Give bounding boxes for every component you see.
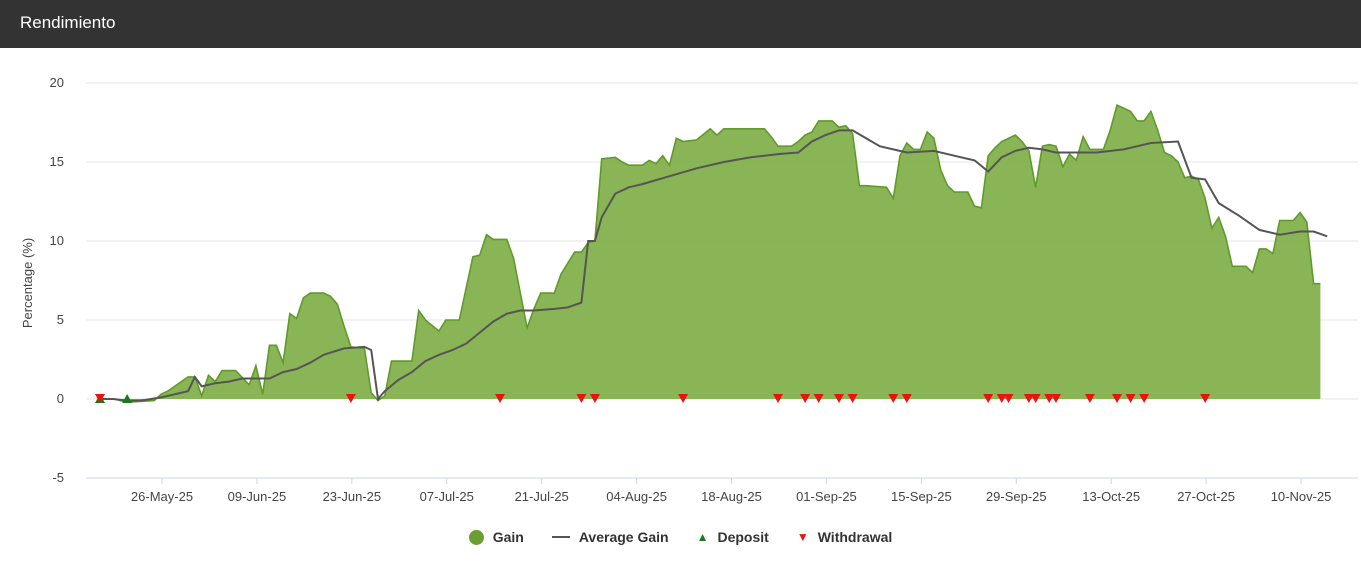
legend-item-average-gain[interactable]: Average Gain — [551, 529, 669, 545]
panel-header: Rendimiento — [0, 0, 1361, 48]
withdrawal-marker[interactable] — [813, 394, 824, 403]
withdrawal-marker[interactable] — [95, 394, 105, 403]
withdrawal-marker[interactable] — [1050, 394, 1061, 403]
performance-chart: -5 0 5 10 15 20 26-May-25 09-Jun-25 23-Jun-25 07-… — [20, 75, 1358, 504]
x-tick-label: 23-Jun-25 — [323, 489, 382, 504]
legend-item-deposit[interactable]: ▲ Deposit — [697, 529, 769, 545]
withdrawal-marker[interactable] — [834, 394, 845, 403]
legend-item-gain[interactable]: Gain — [468, 529, 524, 545]
x-tick-label: 09-Jun-25 — [228, 489, 287, 504]
withdrawal-marker[interactable] — [576, 394, 587, 403]
triangle-up-icon: ▲ — [696, 530, 709, 544]
legend-label-withdrawal: Withdrawal — [817, 529, 893, 545]
y-axis-title: Percentage (%) — [20, 238, 35, 328]
withdrawal-marker[interactable] — [1044, 394, 1055, 403]
x-tick-label: 29-Sep-25 — [986, 489, 1047, 504]
withdrawal-marker[interactable] — [773, 394, 783, 403]
withdrawal-marker[interactable] — [888, 394, 899, 403]
y-tick-label: 15 — [50, 154, 64, 169]
average-line-icon — [551, 536, 570, 538]
average-gain-line[interactable] — [100, 129, 1328, 402]
x-tick-label: 15-Sep-25 — [891, 489, 952, 504]
gain-dot-icon — [468, 529, 484, 545]
withdrawal-marker[interactable] — [1084, 394, 1095, 403]
triangle-down-icon: ▼ — [796, 530, 809, 544]
x-tick-label: 04-Aug-25 — [606, 489, 667, 504]
x-tick-label: 07-Jul-25 — [420, 489, 474, 504]
withdrawal-marker[interactable] — [1112, 394, 1122, 403]
withdrawal-marker[interactable] — [996, 394, 1007, 403]
gain-area[interactable] — [100, 105, 1321, 403]
x-tick-label: 27-Oct-25 — [1177, 489, 1235, 504]
withdrawal-marker[interactable] — [800, 394, 811, 403]
x-tick-label: 13-Oct-25 — [1082, 489, 1140, 504]
withdrawal-marker[interactable] — [345, 394, 356, 403]
withdrawal-marker[interactable] — [1023, 394, 1034, 403]
panel-title: Rendimiento — [20, 13, 116, 32]
withdrawal-marker[interactable] — [678, 394, 689, 403]
y-tick-label: 20 — [50, 75, 64, 90]
x-tick-label: 26-May-25 — [131, 489, 193, 504]
chart-legend: Gain Average Gain ▲ Deposit ▼ Withdrawal — [0, 526, 1361, 548]
withdrawal-marker[interactable] — [495, 394, 506, 403]
withdrawal-marker[interactable] — [1125, 394, 1136, 403]
x-tick-label: 18-Aug-25 — [701, 489, 762, 504]
y-tick-label: -5 — [52, 470, 64, 485]
axes: -5 0 5 10 15 20 26-May-25 09-Jun-25 23-Jun-25 07-… — [50, 75, 1358, 504]
legend-label-average-gain: Average Gain — [578, 529, 669, 545]
y-tick-label: 5 — [57, 312, 64, 327]
withdrawal-marker[interactable] — [1030, 394, 1041, 403]
gain-line[interactable] — [100, 103, 1321, 404]
withdrawal-marker[interactable] — [983, 394, 994, 403]
withdrawal-marker[interactable] — [1003, 394, 1014, 403]
x-tick-label: 21-Jul-25 — [515, 489, 569, 504]
deposit-marker[interactable] — [122, 394, 133, 403]
legend-label-gain: Gain — [492, 529, 524, 545]
transaction-markers — [95, 394, 1211, 403]
withdrawal-marker[interactable] — [1139, 394, 1150, 403]
withdrawal-marker[interactable] — [1200, 394, 1211, 403]
average-gain-series[interactable] — [100, 129, 1328, 402]
x-tick-label: 10-Nov-25 — [1271, 489, 1332, 504]
withdrawal-marker[interactable] — [589, 394, 600, 403]
chart-area: -5 0 5 10 15 20 26-May-25 09-Jun-25 23-Jun-25 07-… — [0, 48, 1361, 562]
legend-label-deposit: Deposit — [717, 529, 769, 545]
withdrawal-marker[interactable] — [847, 394, 858, 403]
gain-area-series[interactable] — [100, 103, 1321, 404]
legend-item-withdrawal[interactable]: ▼ Withdrawal — [797, 529, 892, 545]
y-tick-label: 0 — [57, 391, 64, 406]
withdrawal-marker[interactable] — [901, 394, 912, 403]
x-tick-label: 01-Sep-25 — [796, 489, 857, 504]
y-tick-label: 10 — [50, 233, 64, 248]
